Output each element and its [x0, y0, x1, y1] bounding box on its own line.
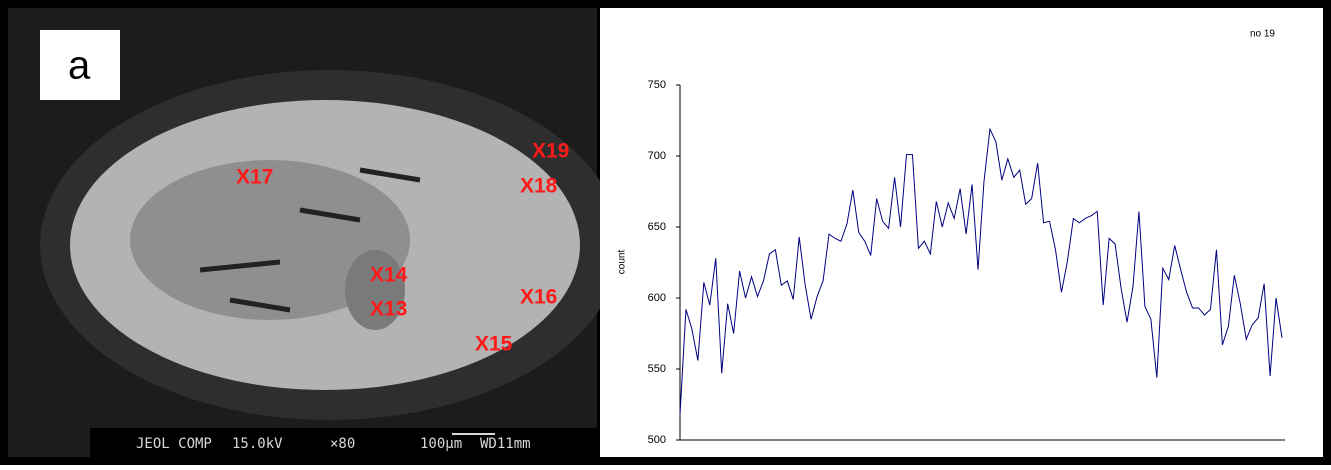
info-text: 15.0kV	[232, 436, 283, 452]
y-tick-label: 600	[648, 292, 666, 304]
grain-core	[130, 160, 410, 320]
grain-patch	[345, 250, 405, 330]
info-bar	[90, 428, 597, 457]
y-tick-label: 700	[648, 150, 666, 162]
data-line	[679, 127, 1283, 415]
info-text: 100μm	[420, 436, 462, 452]
y-tick-label: 650	[648, 221, 666, 233]
panel-label-box	[40, 30, 120, 100]
point-marker: X17	[236, 166, 273, 189]
info-text: WD11mm	[480, 436, 531, 452]
y-tick-label: 500	[648, 434, 666, 446]
point-marker: X13	[370, 298, 407, 321]
point-marker: X18	[520, 175, 558, 198]
point-marker: X16	[520, 286, 557, 309]
info-text: JEOL COMP	[136, 436, 212, 452]
sem-image: a	[8, 8, 620, 457]
y-axis-label: count	[617, 250, 628, 275]
cracks	[199, 167, 421, 313]
chart-panel	[600, 8, 1323, 457]
point-marker: X19	[532, 140, 569, 163]
point-marker: X15	[475, 333, 513, 356]
panel-label: a	[68, 44, 91, 88]
point-marker: X14	[370, 264, 408, 287]
info-text: ×80	[330, 436, 355, 452]
y-tick-label: 750	[648, 79, 666, 91]
y-tick-label: 550	[648, 363, 666, 375]
chart-title: no 19	[1250, 29, 1275, 40]
